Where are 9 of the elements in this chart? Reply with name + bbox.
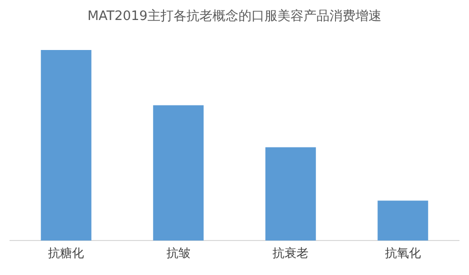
x-tick-label: 抗糖化: [48, 246, 84, 260]
x-tick-label: 抗衰老: [272, 246, 309, 260]
bar: [40, 50, 92, 241]
bar: [378, 200, 428, 241]
x-tick-label: 抗氧化: [384, 246, 421, 260]
chart-title: MAT2019主打各抗老概念的口服美容产品消费增速: [86, 8, 383, 26]
bar: [153, 105, 204, 241]
bar: [265, 147, 316, 241]
x-tick-label: 抗皱: [166, 246, 190, 260]
